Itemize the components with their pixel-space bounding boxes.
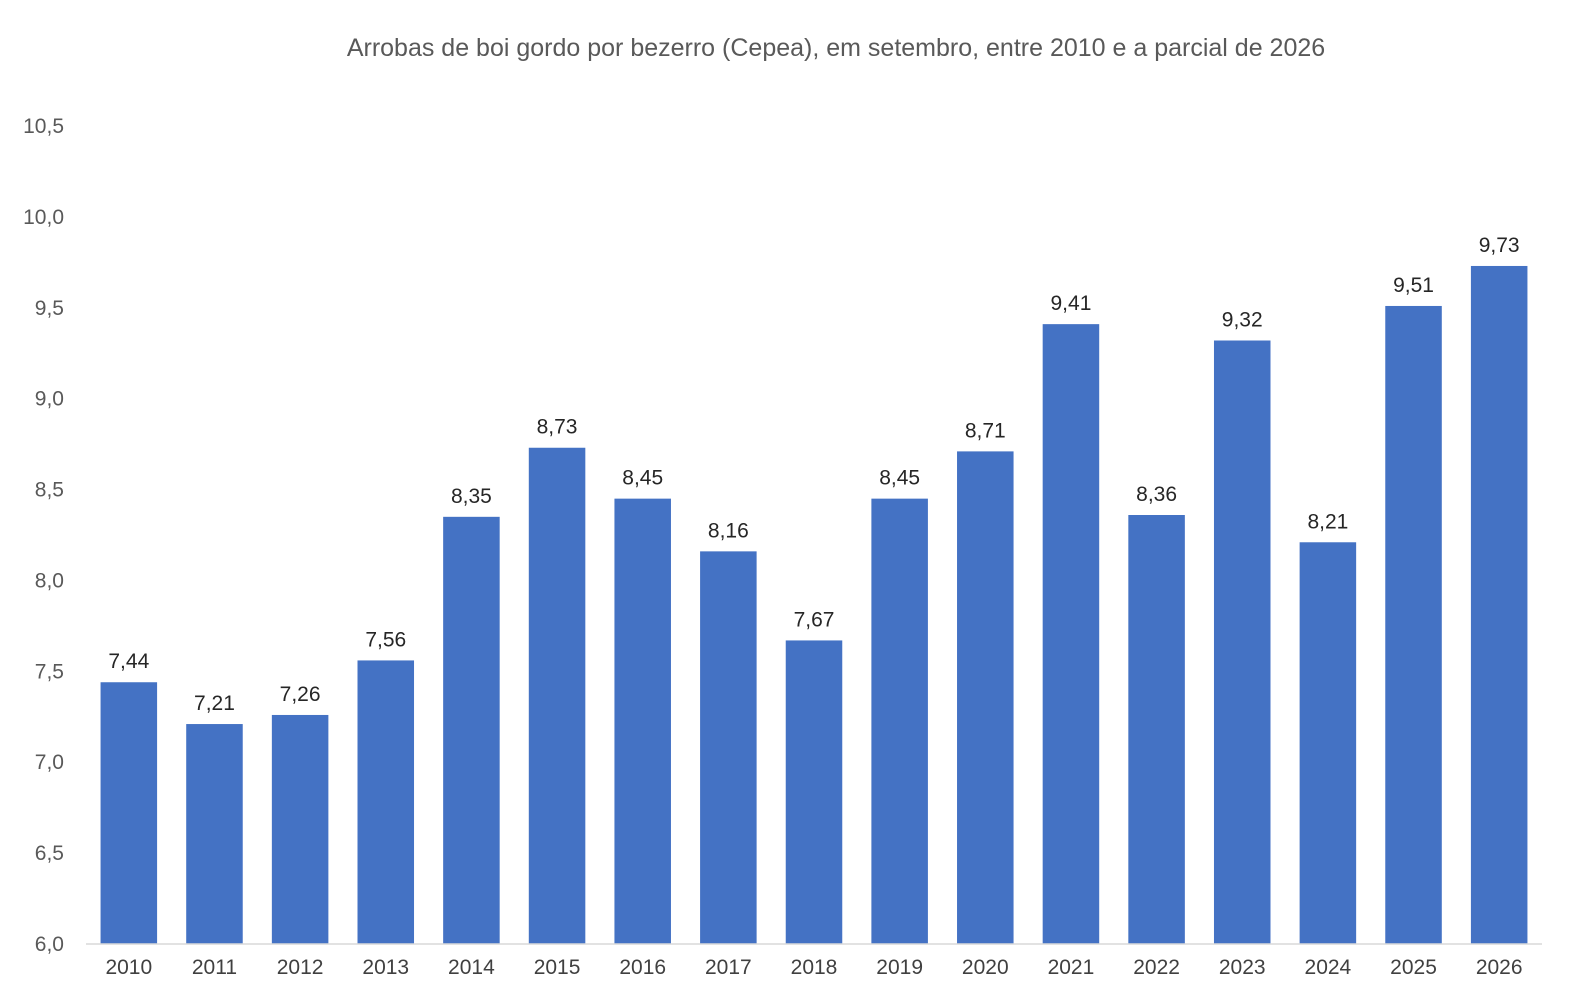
data-label: 9,41 [1051, 292, 1092, 315]
x-tick-label: 2015 [534, 956, 581, 979]
data-label: 8,21 [1307, 510, 1348, 533]
bars [100, 265, 1528, 945]
bar [528, 447, 586, 944]
bar [1470, 265, 1528, 945]
x-tick-label: 2010 [105, 956, 152, 979]
data-label: 7,67 [794, 608, 835, 631]
x-tick-label: 2025 [1390, 956, 1437, 979]
y-tick-label: 6,0 [35, 933, 64, 956]
x-tick-label: 2023 [1219, 956, 1266, 979]
data-label: 9,32 [1222, 308, 1263, 331]
x-tick-label: 2011 [192, 956, 237, 979]
bar [614, 498, 671, 944]
data-label: 8,35 [451, 485, 492, 508]
bar [1128, 515, 1185, 944]
x-tick-label: 2014 [448, 956, 495, 979]
x-tick-label: 2020 [962, 956, 1009, 979]
bar [1299, 542, 1357, 944]
y-tick-label: 9,5 [35, 297, 64, 320]
bar [1213, 340, 1271, 944]
data-label: 8,71 [965, 419, 1006, 442]
data-label: 8,45 [879, 467, 920, 490]
x-tick-label: 2016 [619, 956, 666, 979]
bar [785, 640, 843, 944]
data-label: 9,73 [1479, 234, 1520, 257]
bar [100, 682, 158, 944]
bar [357, 660, 415, 944]
data-label: 8,36 [1136, 483, 1177, 506]
data-label: 7,56 [365, 628, 406, 651]
data-label: 8,45 [622, 467, 663, 490]
y-tick-label: 7,0 [35, 751, 64, 774]
y-axis: 6,0 6,5 7,0 7,5 8,0 8,5 9,0 9,5 10,0 10,5 [23, 115, 64, 956]
y-tick-label: 8,5 [35, 479, 64, 502]
bar [186, 724, 243, 944]
data-labels: 7,44 7,21 7,26 7,56 8,35 8,73 8,45 8,16 7,67 8,45… [108, 234, 1519, 715]
y-tick-label: 10,5 [23, 115, 64, 138]
data-label: 7,44 [108, 650, 149, 673]
y-tick-label: 8,0 [35, 569, 64, 592]
y-tick-label: 6,5 [35, 842, 64, 865]
bar [700, 551, 757, 944]
x-tick-label: 2019 [876, 956, 923, 979]
data-label: 9,51 [1393, 274, 1434, 297]
x-tick-label: 2017 [705, 956, 752, 979]
x-tick-label: 2026 [1476, 956, 1523, 979]
x-axis: 2010 2011 2012 2013 2014 2015 2016 2017 2018 2019… [86, 943, 1542, 979]
data-label: 8,73 [537, 416, 578, 439]
y-tick-label: 9,0 [35, 388, 64, 411]
x-tick-label: 2018 [791, 956, 838, 979]
chart-title: Arrobas de boi gordo por bezerro (Cepea)… [347, 34, 1325, 62]
bar [1385, 305, 1442, 945]
bar [1042, 324, 1100, 944]
x-tick-label: 2022 [1133, 956, 1180, 979]
x-tick-label: 2021 [1048, 956, 1095, 979]
bar [271, 714, 329, 944]
y-tick-label: 10,0 [23, 206, 64, 229]
data-label: 7,26 [280, 683, 321, 706]
bar [443, 516, 500, 944]
bar [871, 498, 928, 944]
x-tick-label: 2012 [277, 956, 324, 979]
y-tick-label: 7,5 [35, 660, 64, 683]
bar [957, 451, 1014, 944]
data-label: 7,21 [194, 692, 235, 715]
x-tick-label: 2024 [1305, 956, 1352, 979]
data-label: 8,16 [708, 519, 749, 542]
x-tick-label: 2013 [362, 956, 409, 979]
